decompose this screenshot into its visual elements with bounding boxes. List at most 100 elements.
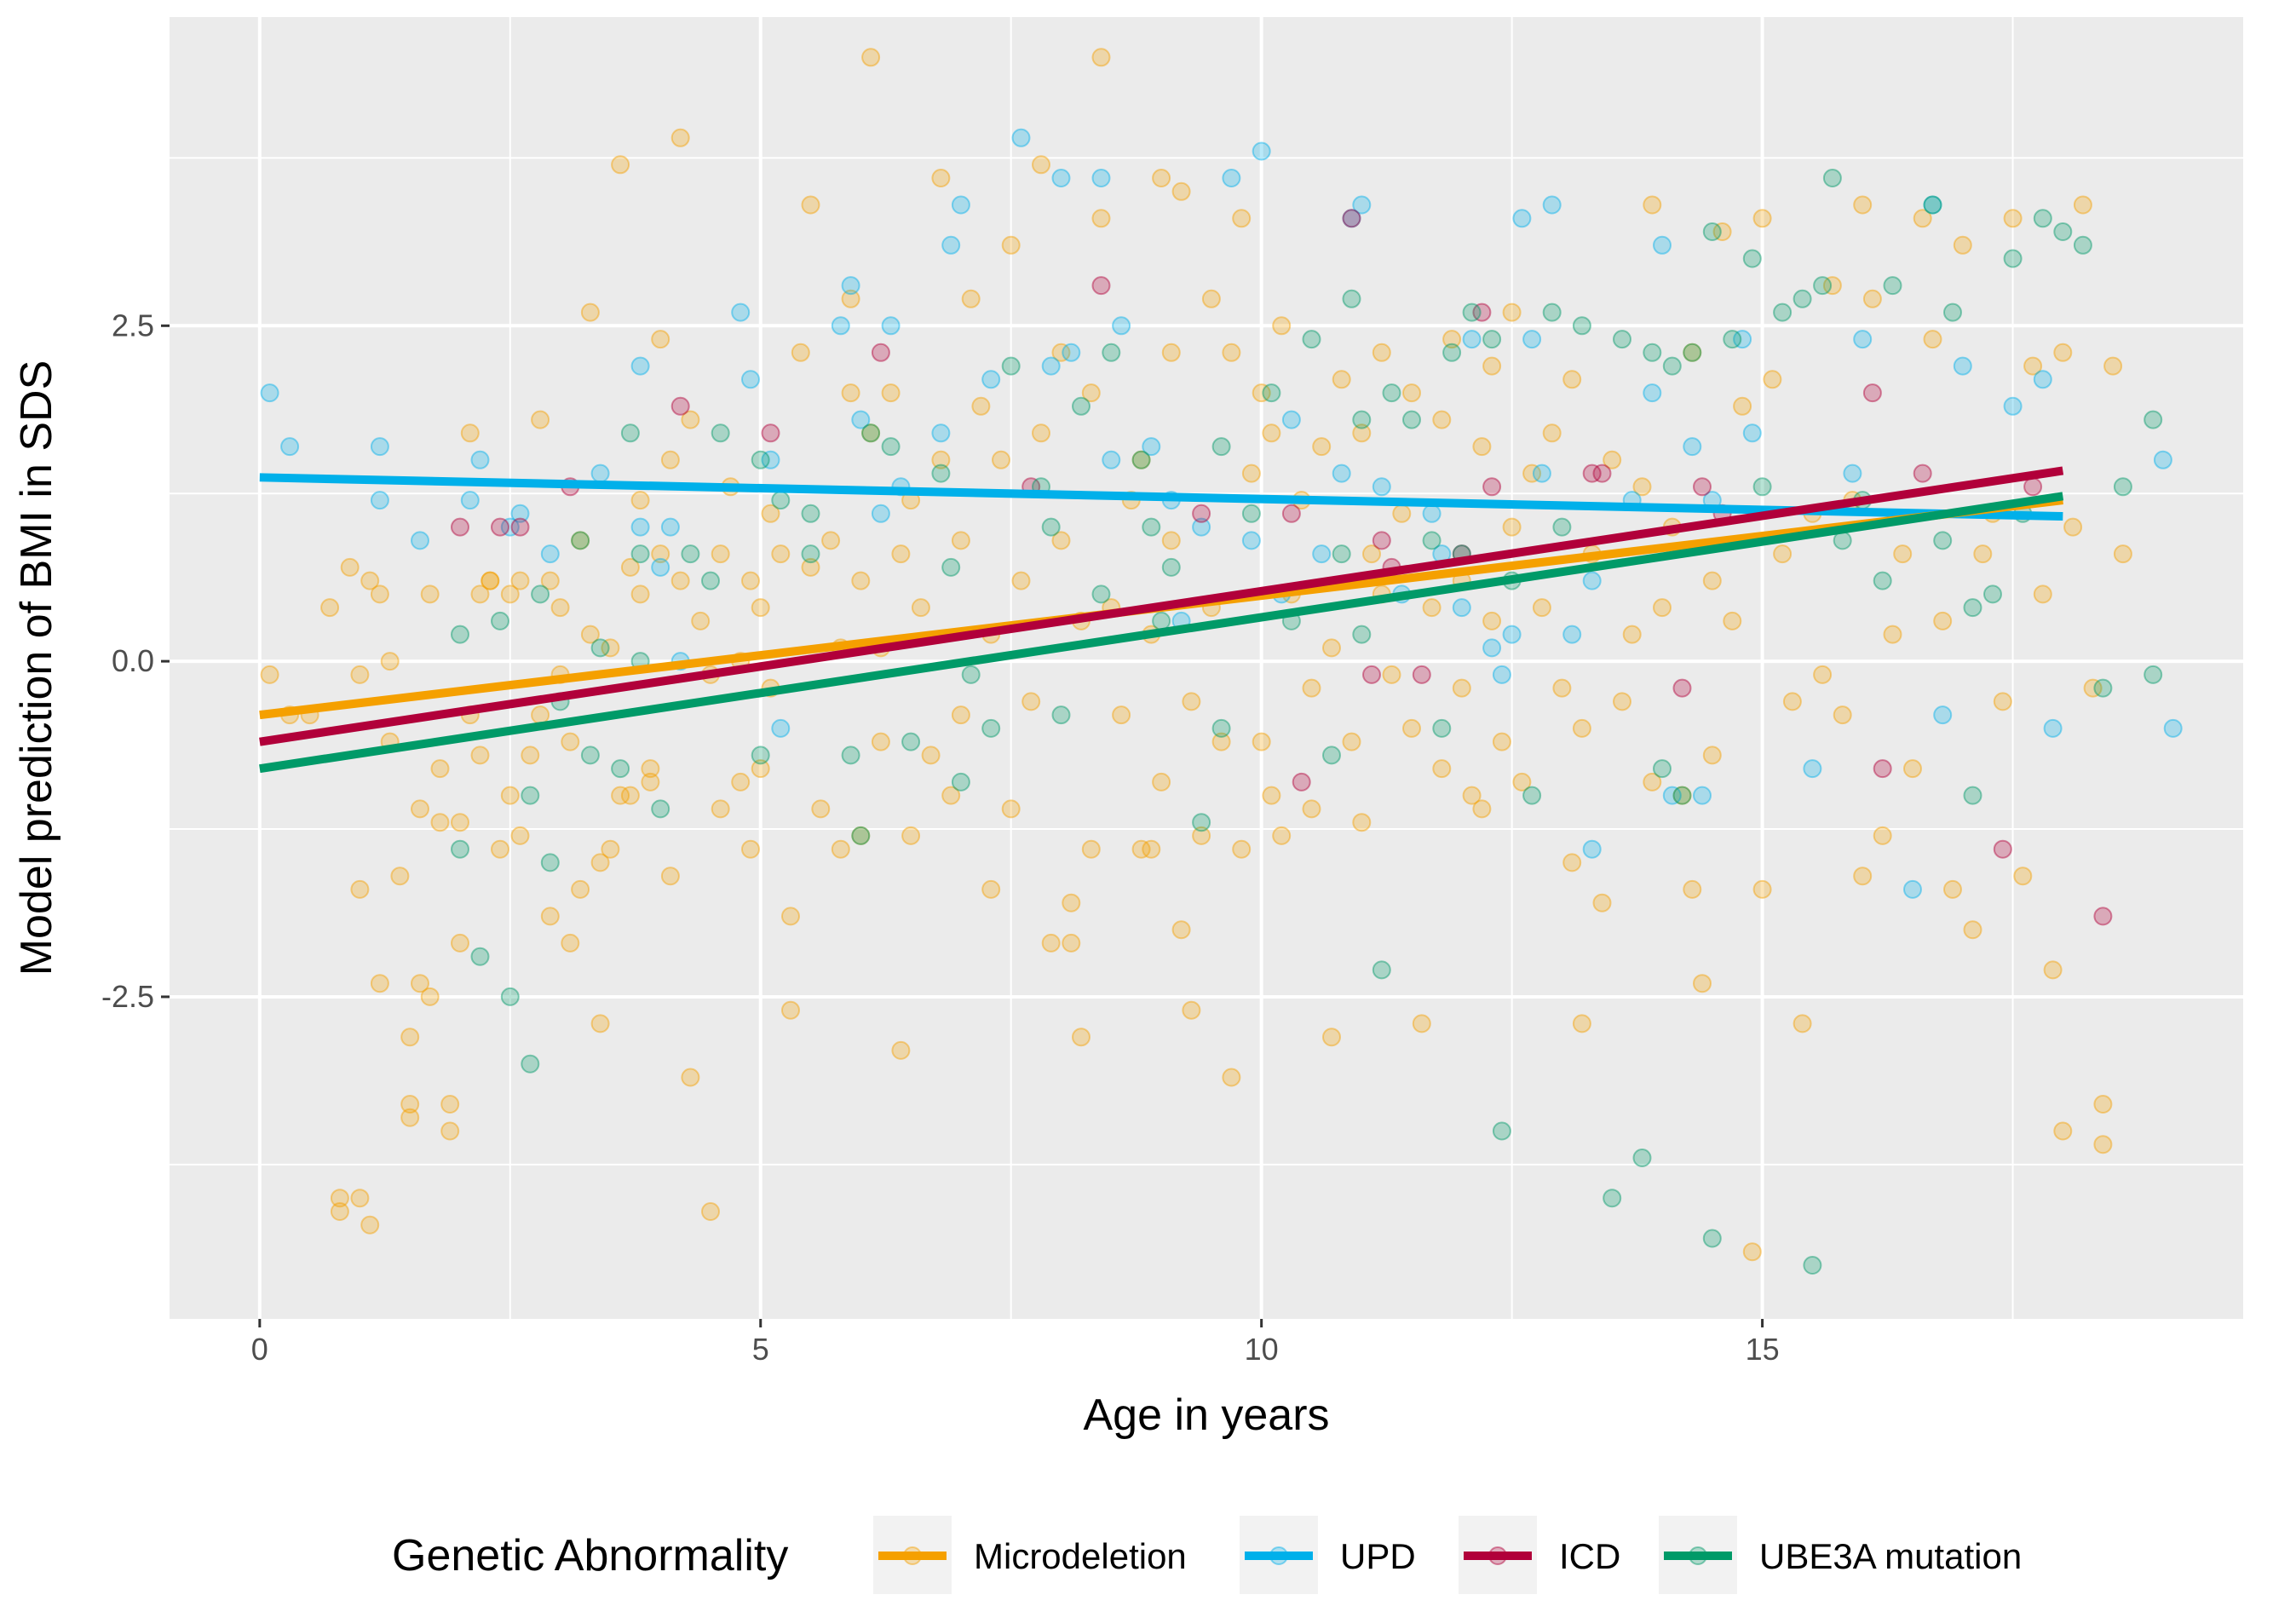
- point-ube3a-mutation: [1382, 383, 1401, 403]
- point-microdeletion: [1782, 692, 1802, 711]
- point-microdeletion: [1702, 571, 1722, 590]
- point-microdeletion: [801, 195, 820, 215]
- point-ube3a-mutation: [751, 746, 770, 765]
- point-ube3a-mutation: [1923, 195, 1942, 215]
- point-microdeletion: [2093, 1135, 2113, 1154]
- point-ube3a-mutation: [470, 947, 490, 966]
- point-microdeletion: [1252, 732, 1271, 751]
- point-microdeletion: [1232, 839, 1252, 859]
- point-icd: [491, 517, 509, 537]
- point-microdeletion: [601, 638, 620, 658]
- point-ube3a-mutation: [1131, 450, 1151, 469]
- point-ube3a-mutation: [1662, 356, 1682, 376]
- point-ube3a-mutation: [1813, 276, 1833, 296]
- point-microdeletion: [1752, 879, 1772, 899]
- point-upd: [1281, 410, 1301, 429]
- point-microdeletion: [951, 705, 970, 725]
- point-ube3a-mutation: [801, 504, 820, 523]
- point-microdeletion: [1442, 330, 1462, 349]
- point-ube3a-mutation: [1643, 343, 1662, 362]
- point-microdeletion: [400, 1095, 420, 1114]
- point-microdeletion: [1693, 974, 1712, 993]
- point-microdeletion: [380, 652, 400, 671]
- point-ube3a-mutation: [2144, 665, 2163, 684]
- y-tick-label: 2.5: [112, 308, 154, 343]
- point-upd: [951, 195, 970, 215]
- point-microdeletion: [590, 853, 610, 872]
- point-microdeletion: [931, 169, 951, 187]
- point-ube3a-mutation: [1702, 222, 1722, 241]
- point-ube3a-mutation: [571, 531, 590, 550]
- point-ube3a-mutation: [1822, 169, 1842, 187]
- point-microdeletion: [1432, 410, 1452, 429]
- point-microdeletion: [941, 786, 961, 805]
- point-microdeletion: [871, 732, 890, 751]
- point-ube3a-mutation: [1773, 302, 1792, 322]
- point-microdeletion: [1683, 343, 1702, 362]
- point-microdeletion: [1603, 450, 1622, 469]
- point-microdeletion: [1241, 463, 1261, 483]
- point-microdeletion: [811, 799, 831, 819]
- point-upd: [1482, 638, 1502, 658]
- trend-line-icd: [259, 466, 2064, 746]
- point-microdeletion: [1322, 1028, 1341, 1047]
- point-ube3a-mutation: [1983, 584, 2002, 604]
- point-microdeletion: [1211, 732, 1231, 751]
- point-microdeletion: [470, 746, 490, 765]
- point-upd: [651, 557, 670, 577]
- point-ube3a-mutation: [2073, 235, 2092, 255]
- point-icd: [2093, 907, 2113, 926]
- point-microdeletion: [260, 665, 279, 684]
- point-microdeletion: [500, 786, 520, 805]
- point-upd: [2043, 718, 2063, 738]
- point-microdeletion: [1262, 423, 1281, 443]
- point-ube3a-mutation: [451, 625, 469, 644]
- point-ube3a-mutation: [1342, 289, 1361, 308]
- legend-label-upd: UPD: [1340, 1536, 1416, 1576]
- point-ube3a-mutation: [1632, 1149, 1652, 1167]
- point-microdeletion: [411, 799, 429, 819]
- point-ube3a-mutation: [881, 437, 901, 457]
- point-microdeletion: [1712, 222, 1732, 241]
- point-ube3a-mutation: [1943, 302, 1962, 322]
- point-microdeletion: [1362, 544, 1381, 564]
- point-ube3a-mutation: [901, 732, 921, 751]
- point-ube3a-mutation: [1603, 1189, 1622, 1208]
- point-ube3a-mutation: [1873, 571, 1892, 590]
- y-tick-label: 0.0: [112, 643, 154, 678]
- point-microdeletion: [1352, 423, 1372, 443]
- point-microdeletion: [1201, 289, 1221, 308]
- point-microdeletion: [771, 544, 791, 564]
- point-microdeletion: [2053, 1121, 2073, 1141]
- y-axis-title: Model prediction of BMI in SDS: [12, 360, 61, 976]
- point-upd: [1222, 169, 1241, 187]
- point-microdeletion: [451, 813, 469, 832]
- point-icd: [1091, 276, 1111, 296]
- point-microdeletion: [1011, 571, 1031, 590]
- point-microdeletion: [1472, 437, 1492, 457]
- point-microdeletion: [1482, 611, 1502, 630]
- point-microdeletion: [1412, 1014, 1431, 1033]
- point-microdeletion: [1512, 772, 1532, 792]
- trend-lines: [259, 466, 2064, 774]
- point-microdeletion: [1542, 423, 1562, 443]
- point-microdeletion: [1683, 879, 1702, 899]
- point-upd: [540, 544, 560, 564]
- point-upd: [1903, 879, 1922, 899]
- point-ube3a-mutation: [1402, 410, 1421, 429]
- point-ube3a-mutation: [1372, 960, 1391, 980]
- point-ube3a-mutation: [531, 584, 550, 604]
- point-microdeletion: [801, 557, 820, 577]
- point-ube3a-mutation: [851, 826, 871, 845]
- point-microdeletion: [1081, 839, 1101, 859]
- point-microdeletion: [1702, 746, 1722, 765]
- point-ube3a-mutation: [1102, 343, 1121, 362]
- point-microdeletion: [1001, 799, 1021, 819]
- point-upd: [841, 276, 860, 296]
- point-microdeletion: [340, 557, 360, 577]
- point-microdeletion: [1933, 611, 1953, 630]
- point-upd: [1142, 437, 1161, 457]
- point-icd: [1412, 665, 1431, 684]
- point-microdeletion: [601, 839, 620, 859]
- point-microdeletion: [611, 786, 630, 805]
